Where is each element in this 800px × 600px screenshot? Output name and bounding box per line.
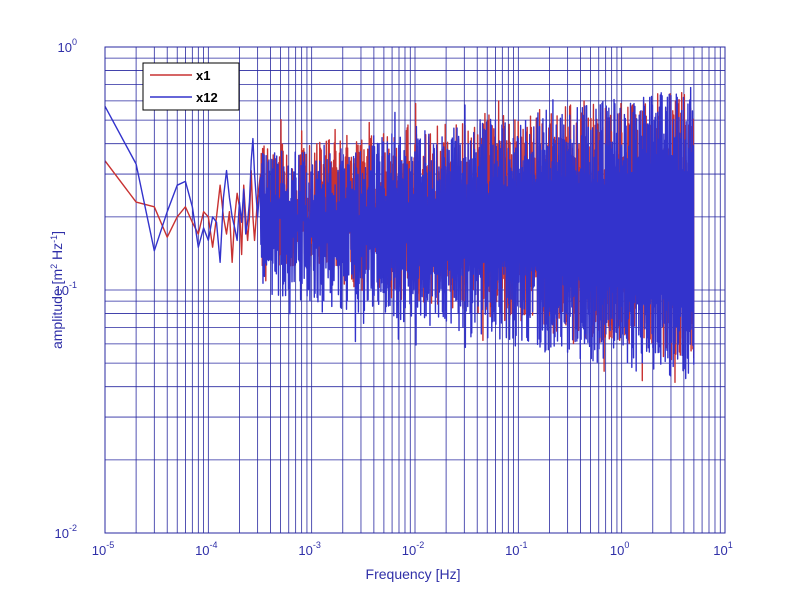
x-tick-label: 101 [713,540,732,558]
x-tick-label: 100 [610,540,629,558]
y-axis-label-close: ] [49,231,65,235]
y-axis-label-sup1: 2 [49,264,59,269]
y-axis-label-hz: Hz [49,243,65,264]
legend: x1 x12 [142,62,240,111]
series-line-x12 [104,86,695,380]
tick-labels: 10-5 10-4 10-3 10-2 10-1 100 101 10-2 10-1 100 [55,37,733,558]
x-axis-label: Frequency [Hz] [366,566,461,582]
grid-lines [104,47,725,534]
plot-series [104,86,695,384]
legend-label-x12: x12 [196,90,218,105]
y-tick-label: 10-1 [55,280,77,298]
y-tick-label: 100 [58,37,77,55]
x-tick-label: 10-1 [505,540,527,558]
x-tick-label: 10-4 [195,540,217,558]
y-tick-label: 10-2 [55,523,77,541]
y-axis-label-group: amplitude [m2 Hz-1] [49,231,65,349]
y-axis-label-sup2: -1 [49,235,59,243]
x-tick-label: 10-3 [298,540,320,558]
legend-label-x1: x1 [196,68,210,83]
y-axis-label: amplitude [m2 Hz-1] [49,231,65,349]
plot-frame [104,46,726,534]
x-tick-label: 10-2 [402,540,424,558]
legend-box [142,62,240,111]
y-axis-label-main: amplitude [m [49,269,65,349]
x-tick-label: 10-5 [92,540,114,558]
